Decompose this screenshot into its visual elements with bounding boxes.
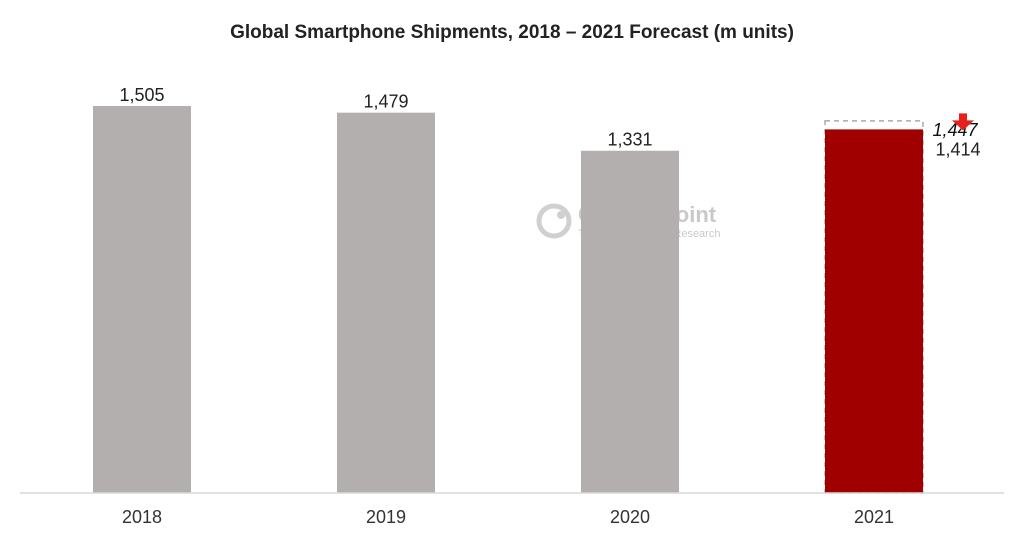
x-tick-2019: 2019 xyxy=(366,507,406,527)
bar-2018 xyxy=(93,106,191,493)
bar-2021-previous-forecast xyxy=(824,120,924,494)
value-label-2018: 1,505 xyxy=(119,85,164,105)
value-label-2021: 1,414 xyxy=(935,139,980,159)
x-tick-2021: 2021 xyxy=(854,507,894,527)
x-tick-2018: 2018 xyxy=(122,507,162,527)
value-label-2020: 1,331 xyxy=(607,130,652,150)
bar-2020 xyxy=(581,150,679,493)
down-arrow-icon xyxy=(952,113,974,131)
chart-title: Global Smartphone Shipments, 2018 – 2021… xyxy=(230,22,794,43)
bar-series: 1,50520181,47920191,33120201,4471,414202… xyxy=(93,85,981,527)
counterpoint-logo-icon xyxy=(536,203,572,239)
bar-2019 xyxy=(337,112,435,493)
bar-2021 xyxy=(825,129,923,493)
x-tick-2020: 2020 xyxy=(610,507,650,527)
value-label-2019: 1,479 xyxy=(363,92,408,112)
